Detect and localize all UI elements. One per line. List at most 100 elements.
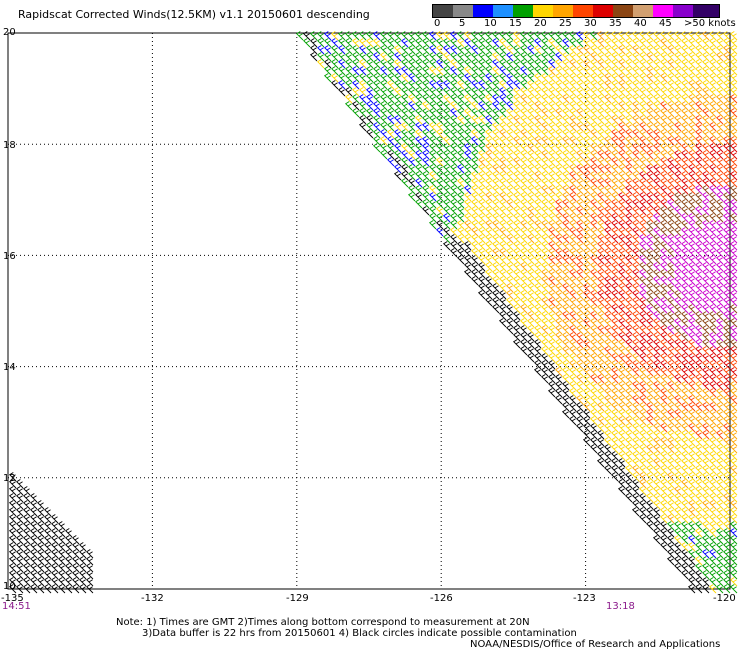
wind-barb <box>442 59 451 69</box>
wind-barb <box>701 542 710 552</box>
wind-barb <box>708 500 717 510</box>
wind-barb <box>365 87 374 97</box>
wind-barb <box>617 353 626 363</box>
wind-barb <box>15 556 24 566</box>
wind-barb <box>596 297 605 307</box>
wind-barb <box>645 395 654 405</box>
wind-barb <box>29 584 38 594</box>
wind-barb <box>316 38 325 48</box>
wind-barb <box>701 262 710 272</box>
wind-barb <box>526 178 535 188</box>
wind-barb <box>715 374 724 384</box>
wind-barb <box>589 360 598 370</box>
wind-barb <box>596 59 605 69</box>
wind-barb <box>666 227 675 237</box>
wind-barb <box>722 38 731 48</box>
wind-barb <box>484 38 493 48</box>
wind-barb <box>701 192 710 202</box>
wind-barb <box>680 234 689 244</box>
wind-barb <box>652 87 661 97</box>
wind-barb <box>729 577 738 587</box>
wind-barb <box>624 87 633 97</box>
wind-barb <box>722 227 731 237</box>
wind-barb <box>554 367 563 377</box>
wind-barb <box>631 367 640 377</box>
wind-barb <box>645 241 654 251</box>
wind-barb <box>456 241 465 251</box>
wind-barb <box>645 122 654 132</box>
wind-barb <box>414 143 423 153</box>
wind-barb <box>575 255 584 265</box>
wind-barb <box>505 108 514 118</box>
wind-barb <box>568 234 577 244</box>
wind-barb <box>694 577 703 587</box>
wind-barb <box>729 297 738 307</box>
wind-barb <box>617 87 626 97</box>
wind-barb <box>519 171 528 181</box>
wind-barb <box>645 38 654 48</box>
wind-barb <box>477 262 486 272</box>
wind-barb <box>456 178 465 188</box>
wind-barb <box>729 549 738 559</box>
wind-barb <box>666 549 675 559</box>
wind-barb <box>722 472 731 482</box>
wind-barb <box>638 129 647 139</box>
wind-barb <box>631 423 640 433</box>
wind-barb <box>652 423 661 433</box>
wind-barb <box>708 164 717 174</box>
wind-barb <box>610 297 619 307</box>
wind-barb <box>722 101 731 111</box>
wind-barb <box>568 227 577 237</box>
wind-barb <box>470 255 479 265</box>
wind-barb <box>575 178 584 188</box>
wind-barb <box>85 577 94 587</box>
wind-barb <box>484 255 493 265</box>
wind-barb <box>393 171 402 181</box>
wind-barb <box>631 220 640 230</box>
wind-barb <box>659 381 668 391</box>
wind-barb <box>386 80 395 90</box>
wind-barb <box>617 479 626 489</box>
wind-barb <box>400 115 409 125</box>
wind-barb <box>575 87 584 97</box>
wind-barb <box>680 143 689 153</box>
wind-barb <box>624 290 633 300</box>
wind-barb <box>645 346 654 356</box>
wind-barb <box>505 248 514 258</box>
wind-barb <box>484 157 493 167</box>
wind-barb <box>631 290 640 300</box>
wind-barb <box>575 353 584 363</box>
wind-barb <box>421 80 430 90</box>
wind-barb <box>463 59 472 69</box>
wind-barb <box>512 101 521 111</box>
wind-barb <box>652 94 661 104</box>
wind-barb <box>729 101 738 111</box>
wind-barb <box>491 206 500 216</box>
wind-barb <box>701 570 710 580</box>
wind-barb <box>673 199 682 209</box>
wind-barb <box>715 45 724 55</box>
wind-barb <box>652 346 661 356</box>
wind-barb <box>715 367 724 377</box>
wind-barb <box>652 444 661 454</box>
wind-barb <box>645 143 654 153</box>
wind-barb <box>547 136 556 146</box>
wind-barb <box>617 402 626 412</box>
wind-barb <box>526 304 535 314</box>
wind-barb <box>519 59 528 69</box>
wind-barb <box>631 108 640 118</box>
wind-barb <box>365 73 374 83</box>
wind-barb <box>624 423 633 433</box>
wind-barb <box>715 318 724 328</box>
wind-barb <box>484 150 493 160</box>
wind-barb <box>351 45 360 55</box>
wind-barb <box>638 458 647 468</box>
wind-barb <box>638 353 647 363</box>
wind-barb <box>659 262 668 272</box>
wind-barb <box>372 94 381 104</box>
wind-barb <box>554 164 563 174</box>
wind-barb <box>638 185 647 195</box>
wind-barb <box>554 325 563 335</box>
wind-barb <box>722 367 731 377</box>
